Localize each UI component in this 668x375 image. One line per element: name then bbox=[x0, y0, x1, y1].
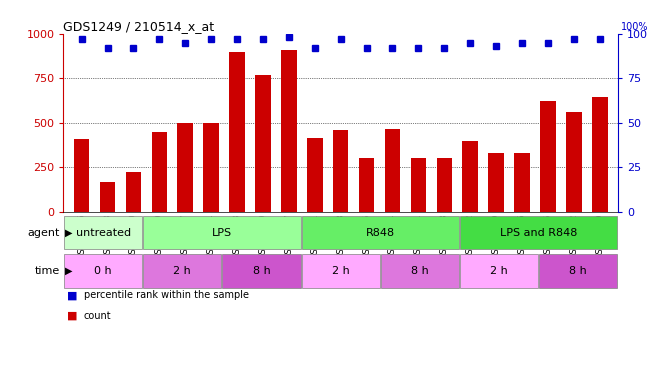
Text: LPS and R848: LPS and R848 bbox=[500, 228, 577, 237]
Bar bbox=[178, 123, 193, 212]
Bar bbox=[143, 216, 301, 249]
Bar bbox=[540, 102, 556, 212]
Bar bbox=[100, 183, 116, 212]
Text: 100%: 100% bbox=[621, 22, 648, 32]
Bar bbox=[64, 254, 142, 288]
Bar bbox=[126, 172, 141, 212]
Text: LPS: LPS bbox=[212, 228, 232, 237]
Text: ▶: ▶ bbox=[65, 228, 72, 237]
Bar bbox=[460, 216, 617, 249]
Text: ▶: ▶ bbox=[65, 266, 72, 276]
Text: ■: ■ bbox=[67, 311, 77, 321]
Bar bbox=[74, 139, 90, 212]
Bar bbox=[64, 216, 142, 249]
Bar bbox=[462, 141, 478, 212]
Bar bbox=[488, 153, 504, 212]
Bar bbox=[229, 52, 244, 212]
Text: 0 h: 0 h bbox=[94, 266, 112, 276]
Bar bbox=[411, 158, 426, 212]
Bar bbox=[381, 254, 459, 288]
Bar bbox=[566, 112, 582, 212]
Text: 8 h: 8 h bbox=[569, 266, 587, 276]
Bar bbox=[222, 254, 301, 288]
Text: R848: R848 bbox=[365, 228, 395, 237]
Text: ■: ■ bbox=[67, 291, 77, 300]
Text: 2 h: 2 h bbox=[174, 266, 191, 276]
Text: 8 h: 8 h bbox=[411, 266, 429, 276]
Text: 2 h: 2 h bbox=[332, 266, 349, 276]
Text: count: count bbox=[84, 311, 111, 321]
Text: percentile rank within the sample: percentile rank within the sample bbox=[84, 291, 248, 300]
Text: untreated: untreated bbox=[75, 228, 131, 237]
Bar bbox=[539, 254, 617, 288]
Bar bbox=[152, 132, 167, 212]
Bar bbox=[302, 254, 379, 288]
Bar bbox=[203, 123, 219, 212]
Bar bbox=[460, 254, 538, 288]
Text: 8 h: 8 h bbox=[253, 266, 271, 276]
Bar bbox=[592, 97, 607, 212]
Text: GDS1249 / 210514_x_at: GDS1249 / 210514_x_at bbox=[63, 20, 214, 33]
Bar bbox=[143, 254, 221, 288]
Bar bbox=[514, 153, 530, 212]
Bar bbox=[255, 75, 271, 212]
Bar bbox=[437, 158, 452, 212]
Bar bbox=[302, 216, 459, 249]
Bar bbox=[333, 130, 349, 212]
Bar bbox=[281, 50, 297, 212]
Text: 2 h: 2 h bbox=[490, 266, 508, 276]
Bar bbox=[359, 158, 374, 212]
Text: agent: agent bbox=[28, 228, 60, 237]
Text: time: time bbox=[35, 266, 60, 276]
Bar bbox=[307, 138, 323, 212]
Bar bbox=[385, 129, 400, 212]
